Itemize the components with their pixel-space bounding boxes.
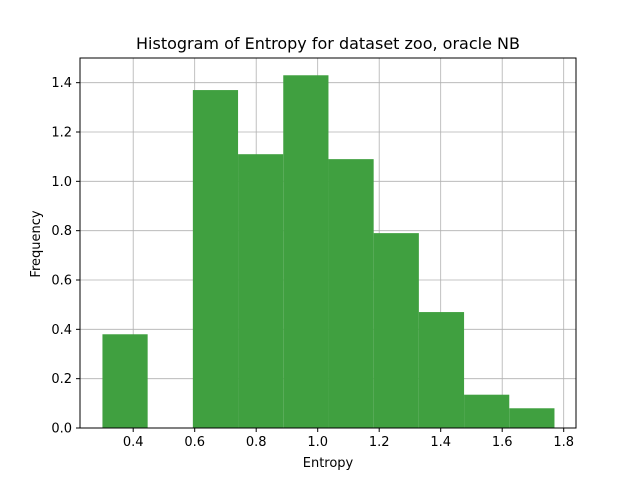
x-tick-label-1: 0.6 (184, 435, 205, 450)
x-tick-label-4: 1.2 (369, 435, 390, 450)
histogram-bar-8 (464, 394, 510, 428)
histogram-bar-3 (238, 154, 284, 428)
histogram-bar-9 (509, 408, 555, 428)
plot-frame (79, 57, 577, 429)
y-tick-label-5: 1.0 (51, 175, 72, 190)
y-tick-label-1: 0.2 (51, 372, 72, 387)
histogram-bar-5 (328, 159, 374, 428)
y-tick-label-0: 0.0 (51, 422, 72, 437)
axes-frame (79, 57, 577, 429)
y-axis-label: Frequency (29, 210, 44, 277)
y-tick-label-4: 0.8 (51, 224, 72, 239)
histogram-bar-2 (192, 90, 239, 429)
x-axis-label: Entropy (303, 456, 354, 471)
x-tick-label-7: 1.8 (553, 435, 574, 450)
histogram-bar-4 (283, 75, 329, 429)
x-tick-label-5: 1.4 (430, 435, 451, 450)
x-axis-ticks: 0.4 0.6 0.8 1.0 1.2 1.4 1.6 1.8 (123, 428, 574, 450)
x-tick-label-0: 0.4 (123, 435, 144, 450)
y-tick-label-7: 1.4 (51, 76, 72, 91)
histogram-bars (102, 75, 555, 429)
histogram-bar-6 (373, 233, 419, 428)
histogram-bar-0 (102, 334, 148, 428)
y-tick-label-6: 1.2 (51, 126, 72, 141)
chart-title: Histogram of Entropy for dataset zoo, or… (136, 34, 520, 53)
histogram-bar-7 (418, 312, 465, 428)
x-tick-label-6: 1.6 (492, 435, 513, 450)
y-tick-label-3: 0.6 (51, 274, 72, 289)
x-tick-label-2: 0.8 (246, 435, 267, 450)
y-tick-label-2: 0.4 (51, 323, 72, 338)
y-axis-ticks: 0.0 0.2 0.4 0.6 0.8 1.0 1.2 1.4 (51, 76, 80, 437)
x-tick-label-3: 1.0 (307, 435, 328, 450)
